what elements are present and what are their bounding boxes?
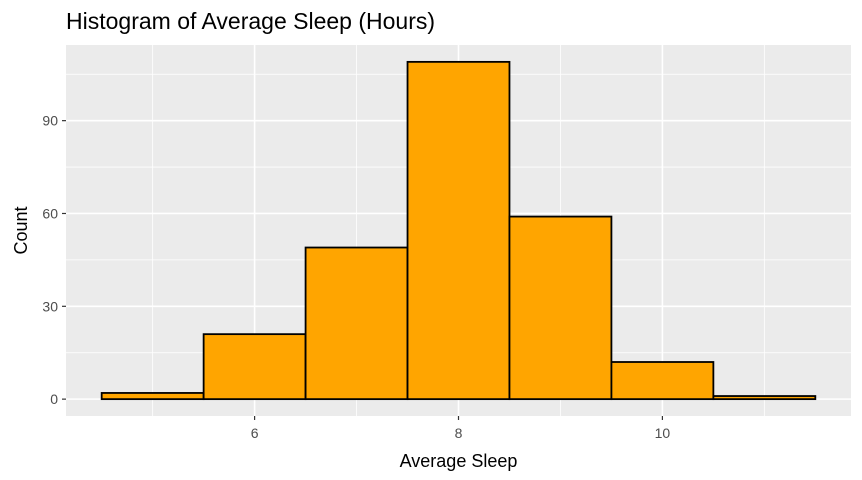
- y-tick-label: 60: [42, 205, 58, 221]
- chart-title: Histogram of Average Sleep (Hours): [66, 8, 436, 34]
- y-tick-label: 30: [42, 298, 58, 314]
- x-axis-title: Average Sleep: [400, 451, 518, 471]
- histogram-bar: [610, 361, 715, 401]
- histogram-bar: [304, 246, 409, 401]
- y-tick-label: 0: [50, 391, 58, 407]
- histogram-bar: [202, 333, 307, 401]
- x-tick-label: 10: [655, 425, 671, 441]
- histogram-bar: [508, 215, 613, 401]
- histogram-bar: [100, 392, 205, 401]
- y-axis-title: Count: [11, 206, 31, 254]
- histogram-bars: [100, 60, 817, 401]
- x-axis-ticks: 6 8 10: [251, 416, 671, 441]
- y-tick-label: 90: [42, 113, 58, 129]
- histogram-bar: [712, 395, 817, 401]
- histogram-bar: [406, 60, 511, 401]
- y-axis-ticks: 0 30 60 90: [42, 113, 66, 407]
- x-tick-label: 6: [251, 425, 259, 441]
- x-tick-label: 8: [455, 425, 463, 441]
